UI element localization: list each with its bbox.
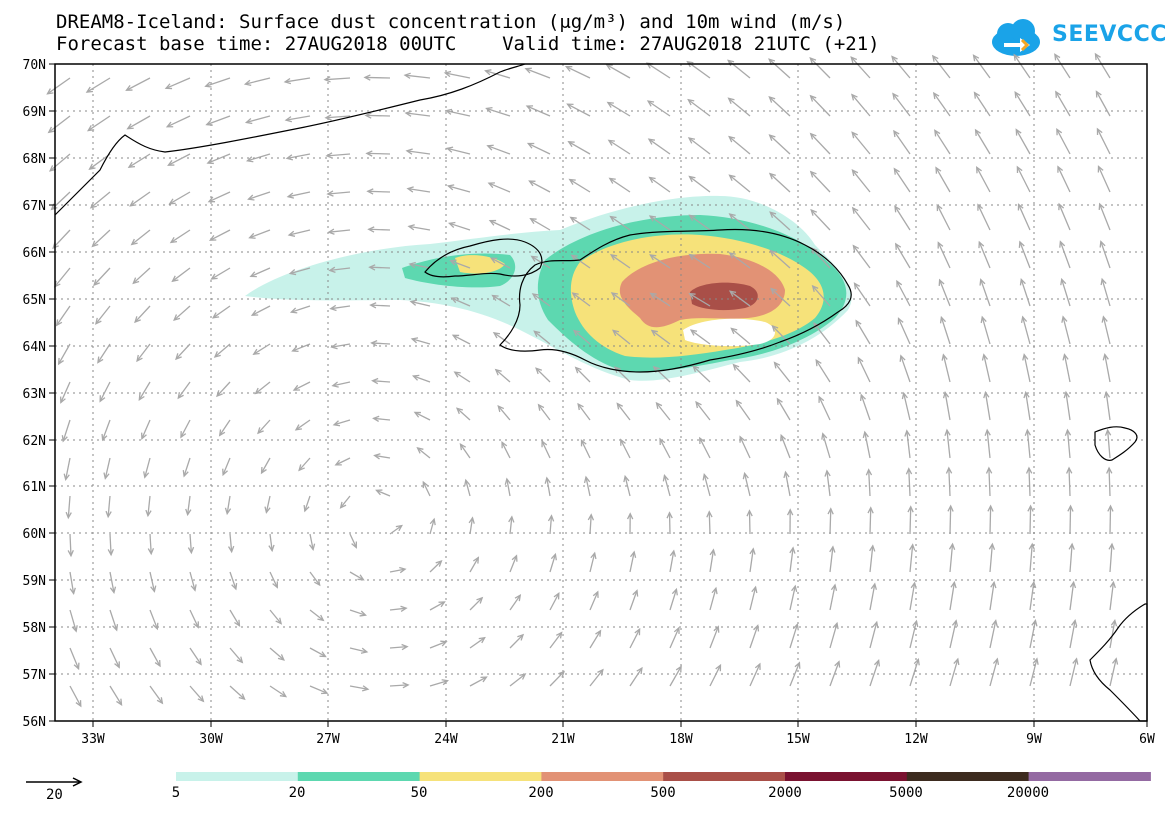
colorbar	[176, 772, 1151, 781]
dust-500-area	[690, 282, 758, 311]
lat-label: 59N	[23, 574, 46, 589]
lat-label: 57N	[23, 668, 46, 683]
colorbar-label: 5	[171, 785, 181, 801]
iceland-west-fjords-coast	[424, 238, 543, 278]
colorbar-segment	[297, 772, 421, 781]
lat-label: 60N	[23, 527, 46, 542]
wind-reference-label: 20	[46, 787, 63, 803]
colorbar-segment	[785, 772, 908, 781]
colorbar-label: 20000	[1006, 785, 1050, 801]
lon-labels: 33W 30W 27W 24W 21W 18W 15W 12W 9W 6W	[81, 732, 1155, 747]
lon-label: 9W	[1026, 732, 1042, 747]
lon-label: 15W	[786, 732, 810, 747]
colorbar-label: 5000	[889, 785, 923, 801]
lat-label: 69N	[23, 105, 46, 120]
greenland-coast	[54, 63, 526, 216]
dust-clear-hole	[683, 318, 776, 347]
lat-label: 62N	[23, 434, 46, 449]
lat-label: 56N	[23, 715, 46, 730]
lat-labels: 70N 69N 68N 67N 66N 65N 64N 63N 62N 61N …	[23, 58, 46, 730]
colorbar-segment	[176, 772, 299, 781]
lon-label: 33W	[81, 732, 105, 747]
colorbar-label: 200	[528, 785, 554, 801]
lon-label: 12W	[904, 732, 928, 747]
iceland-main-coast	[499, 228, 852, 373]
colorbar-segment	[541, 772, 664, 781]
lat-label: 64N	[23, 340, 46, 355]
lon-label: 21W	[551, 732, 575, 747]
lat-label: 68N	[23, 152, 46, 167]
colorbar-label: 500	[650, 785, 676, 801]
colorbar-segment	[1028, 772, 1151, 781]
faroe-islands-coast	[1094, 426, 1138, 461]
lat-label: 67N	[23, 199, 46, 214]
colorbar-label: 50	[410, 785, 428, 801]
colorbar-label: 2000	[768, 785, 802, 801]
lon-label: 30W	[199, 732, 223, 747]
lon-label: 6W	[1139, 732, 1155, 747]
lon-label: 18W	[669, 732, 693, 747]
lat-label: 66N	[23, 246, 46, 261]
logo-text: SEEVCCC	[1052, 22, 1167, 47]
lat-label: 61N	[23, 480, 46, 495]
tick-marks	[49, 63, 1148, 727]
wind-reference-arrow	[26, 777, 83, 787]
lat-label: 58N	[23, 621, 46, 636]
colorbar-segment	[906, 772, 1030, 781]
cloud-arrow-icon	[992, 19, 1040, 56]
lon-label: 27W	[316, 732, 340, 747]
colorbar-label: 20	[288, 785, 306, 801]
lat-label: 65N	[23, 293, 46, 308]
map-subtitle: Forecast base time: 27AUG2018 00UTC Vali…	[56, 33, 880, 55]
lat-label: 63N	[23, 387, 46, 402]
lon-label: 24W	[434, 732, 458, 747]
colorbar-segment	[419, 772, 542, 781]
wind-vectors	[46, 52, 1119, 708]
map-title: DREAM8-Iceland: Surface dust concentrati…	[56, 11, 846, 33]
grid-lines	[55, 64, 1147, 721]
seevccc-logo	[992, 19, 1040, 56]
lat-label: 70N	[23, 58, 46, 73]
colorbar-segment	[663, 772, 786, 781]
